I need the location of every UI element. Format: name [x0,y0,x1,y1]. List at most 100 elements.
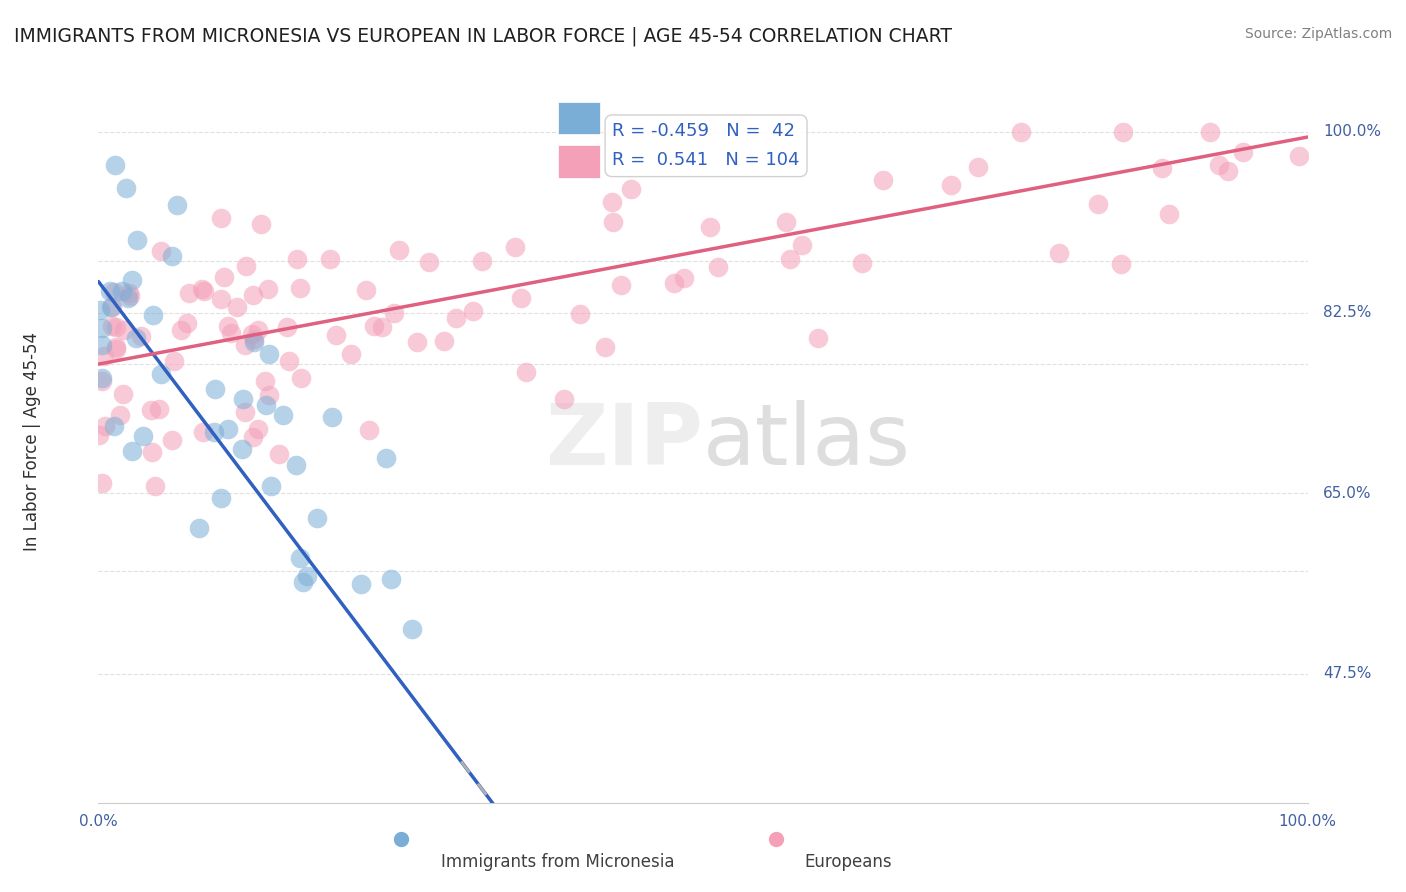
Point [806,331,828,345]
Point [1112,125,1135,139]
Text: IMMIGRANTS FROM MICRONESIA VS EUROPEAN IN LABOR FORCE | AGE 45-54 CORRELATION CH: IMMIGRANTS FROM MICRONESIA VS EUROPEAN I… [14,27,952,46]
Point [553,392,575,407]
Point [232,392,254,406]
Point [118,285,141,300]
Point [209,211,232,226]
Point [149,244,172,259]
Point [160,434,183,448]
Point [1216,163,1239,178]
Point [307,511,329,525]
Point [90,321,112,335]
Point [125,233,148,247]
Point [872,172,894,186]
Text: 100.0%: 100.0% [1323,124,1381,139]
Point [112,323,135,337]
Point [243,334,266,349]
Point [246,323,269,337]
Text: R = -0.459   N =  42
R =  0.541   N = 104: R = -0.459 N = 42 R = 0.541 N = 104 [613,122,800,169]
Point [371,319,394,334]
Point [121,273,143,287]
Point [104,158,127,172]
Point [260,478,283,492]
Text: In Labor Force | Age 45-54: In Labor Force | Age 45-54 [22,332,41,551]
Point [115,180,138,194]
Point [1150,161,1173,176]
Point [231,442,253,457]
Point [129,328,152,343]
Text: Immigrants from Micronesia: Immigrants from Micronesia [441,854,675,871]
Point [325,328,347,343]
Point [790,238,813,252]
Point [111,387,134,401]
Point [141,402,163,417]
Point [125,331,148,345]
Point [271,408,294,422]
Point [166,198,188,212]
Point [191,282,214,296]
Text: ZIP: ZIP [546,400,703,483]
Point [246,421,269,435]
Point [775,215,797,229]
Point [204,382,226,396]
Text: 82.5%: 82.5% [1323,305,1372,320]
Point [1208,159,1230,173]
Bar [558,102,600,135]
Point [170,323,193,337]
Point [249,217,271,231]
Point [93,349,115,363]
Point [105,319,128,334]
Point [87,428,110,442]
Point [243,332,266,346]
Point [209,293,232,307]
Point [148,401,170,416]
Point [664,276,686,290]
Point [188,521,211,535]
Point [242,430,264,444]
Point [290,550,312,565]
Point [515,365,537,379]
Point [593,340,616,354]
Point [461,303,484,318]
Point [242,288,264,302]
Point [779,252,801,266]
Point [966,161,988,175]
Point [143,479,166,493]
Point [105,340,128,354]
Point [1232,145,1254,159]
Point [91,370,114,384]
Point [363,318,385,333]
Point [380,572,402,586]
Point [91,374,114,388]
Point [568,307,591,321]
Point [1157,207,1180,221]
Point [285,252,308,267]
Point [284,458,307,472]
Text: Europeans: Europeans [804,854,891,871]
Point [1011,125,1033,139]
Point [387,243,409,257]
Point [350,576,373,591]
Point [214,269,236,284]
Point [319,252,342,266]
Point [193,285,215,299]
Point [108,409,131,423]
Point [142,309,165,323]
Text: Source: ZipAtlas.com: Source: ZipAtlas.com [1244,27,1392,41]
Point [1288,149,1310,163]
Point [374,451,396,466]
Point [149,368,172,382]
Point [510,291,533,305]
Point [401,622,423,636]
Point [1109,257,1132,271]
Point [253,374,276,388]
Point [851,255,873,269]
Point [103,418,125,433]
Point [339,347,361,361]
Point [257,388,280,402]
Point [600,194,623,209]
Point [233,405,256,419]
Point [276,319,298,334]
Point [225,300,247,314]
Point [209,491,232,506]
Point [354,283,377,297]
